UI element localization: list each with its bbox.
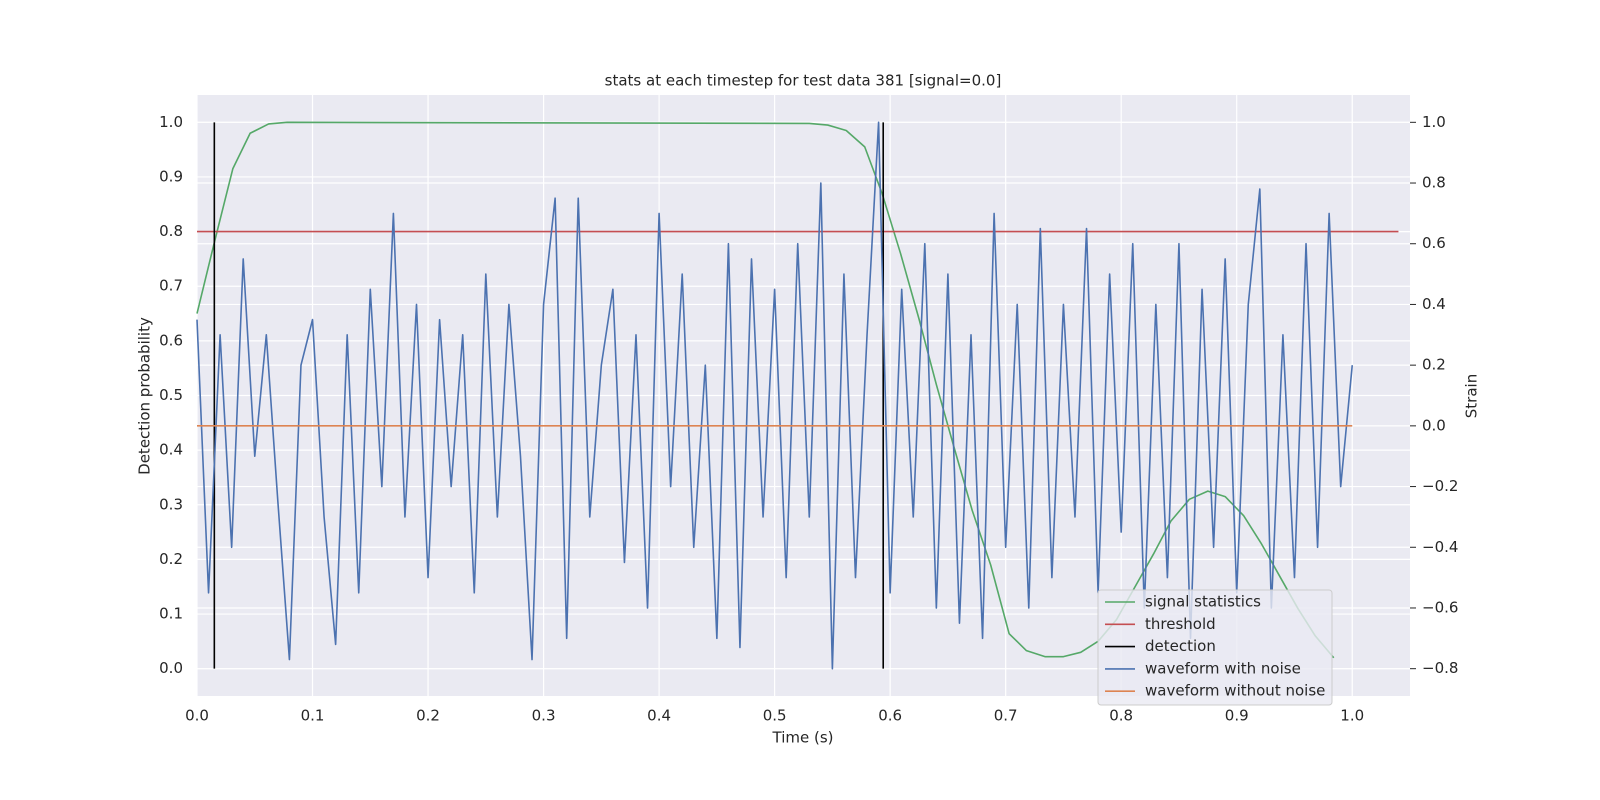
y-tick-label: 0.5 <box>159 386 183 404</box>
y-tick-label: 0.9 <box>159 167 183 185</box>
legend-label: detection <box>1145 637 1216 655</box>
x-tick-label: 0.9 <box>1225 707 1249 725</box>
legend-box <box>1097 589 1333 706</box>
x-axis-label: Time (s) <box>772 729 834 747</box>
legend-label: signal statistics <box>1145 593 1261 611</box>
y2-tick-label: −0.8 <box>1422 659 1458 677</box>
y-tick-label: 0.2 <box>159 550 183 568</box>
x-tick-label: 0.4 <box>647 707 671 725</box>
y-tick-label: 0.3 <box>159 495 183 513</box>
ticks: 0.0 0.1 0.2 0.3 0.4 0.5 0.6 0.7 0.8 0.9 1.0 0.0 0.1 0… <box>159 113 1458 725</box>
y2-tick-label: 0.2 <box>1422 356 1446 374</box>
legend-label: waveform without noise <box>1145 682 1325 700</box>
y2-tick-label: −0.4 <box>1422 538 1458 556</box>
y-tick-label: 0.0 <box>159 659 183 677</box>
y-tick-label: 0.7 <box>159 277 183 295</box>
x-tick-label: 1.0 <box>1340 707 1364 725</box>
legend: signal statistics threshold detection wavef… <box>1097 589 1333 706</box>
y-tick-label: 1.0 <box>159 113 183 131</box>
y-tick-label: 0.6 <box>159 331 183 349</box>
legend-label: waveform with noise <box>1145 659 1301 677</box>
chart-title: stats at each timestep for test data 381… <box>605 72 1002 90</box>
y-tick-label: 0.1 <box>159 605 183 623</box>
legend-label: threshold <box>1145 615 1216 633</box>
x-tick-label: 0.7 <box>994 707 1018 725</box>
lines <box>196 121 1399 670</box>
y-axis-label: Detection probability <box>136 317 154 475</box>
y-tick-label: 0.8 <box>159 222 183 240</box>
y2-tick-label: −0.6 <box>1422 598 1458 616</box>
x-tick-label: 0.6 <box>878 707 902 725</box>
y2-axis-label: Strain <box>1463 374 1481 418</box>
y2-tick-label: 1.0 <box>1422 113 1446 131</box>
series-line <box>196 121 1335 659</box>
y2-tick-label: 0.4 <box>1422 295 1446 313</box>
x-tick-label: 0.2 <box>416 707 440 725</box>
y2-tick-label: 0.0 <box>1422 416 1446 434</box>
x-tick-label: 0.3 <box>532 707 556 725</box>
series-line <box>213 122 885 669</box>
series-line <box>196 121 1354 670</box>
y2-tick-label: −0.2 <box>1422 477 1458 495</box>
x-tick-label: 0.5 <box>763 707 787 725</box>
x-tick-label: 0.8 <box>1109 707 1133 725</box>
y2-tick-label: 0.6 <box>1422 234 1446 252</box>
y2-tick-label: 0.8 <box>1422 174 1446 192</box>
y-tick-label: 0.4 <box>159 441 183 459</box>
x-tick-label: 0.0 <box>185 707 209 725</box>
x-tick-label: 0.1 <box>301 707 325 725</box>
